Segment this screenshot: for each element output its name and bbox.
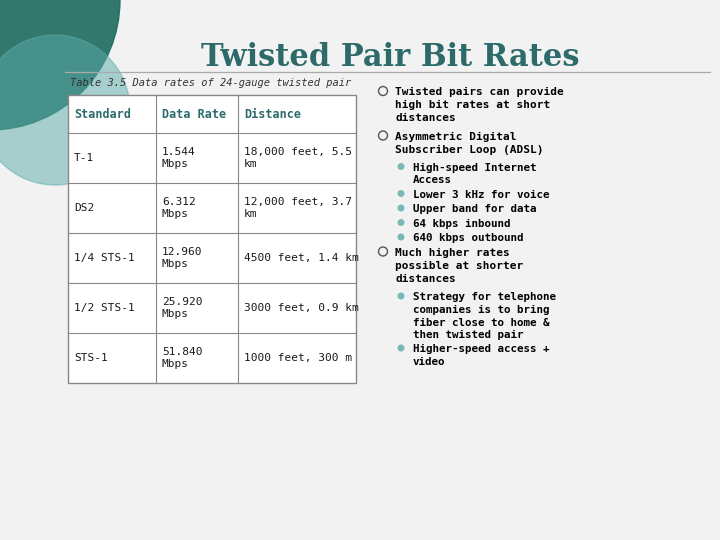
Circle shape [397,345,405,352]
Text: Distance: Distance [244,107,301,120]
Circle shape [397,190,405,197]
Text: Standard: Standard [74,107,131,120]
Text: Lower 3 kHz for voice: Lower 3 kHz for voice [413,190,549,199]
Text: High-speed Internet
Access: High-speed Internet Access [413,163,536,185]
Text: 1000 feet, 300 m: 1000 feet, 300 m [244,353,352,363]
Text: T-1: T-1 [74,153,94,163]
Circle shape [397,163,405,170]
Text: 12.960
Mbps: 12.960 Mbps [162,247,202,269]
Text: Strategy for telephone
companies is to bring
fiber close to home &
then twisted : Strategy for telephone companies is to b… [413,292,556,341]
Text: 1.544
Mbps: 1.544 Mbps [162,146,196,170]
Text: Upper band for data: Upper band for data [413,204,536,214]
Text: 4500 feet, 1.4 km: 4500 feet, 1.4 km [244,253,359,263]
Text: 12,000 feet, 3.7
km: 12,000 feet, 3.7 km [244,197,352,219]
Text: 6.312
Mbps: 6.312 Mbps [162,197,196,219]
Circle shape [397,219,405,226]
Text: STS-1: STS-1 [74,353,108,363]
Text: 18,000 feet, 5.5
km: 18,000 feet, 5.5 km [244,146,352,170]
Text: 1/2 STS-1: 1/2 STS-1 [74,303,135,313]
Circle shape [397,293,405,300]
Text: 3000 feet, 0.9 km: 3000 feet, 0.9 km [244,303,359,313]
Circle shape [397,233,405,240]
Text: Data Rate: Data Rate [162,107,226,120]
Circle shape [397,205,405,212]
Text: Much higher rates
possible at shorter
distances: Much higher rates possible at shorter di… [395,247,523,284]
Bar [68,95,356,383]
Circle shape [0,35,130,185]
Text: 1/4 STS-1: 1/4 STS-1 [74,253,135,263]
Text: 51.840
Mbps: 51.840 Mbps [162,347,202,369]
Circle shape [379,131,387,140]
Text: Twisted Pair Bit Rates: Twisted Pair Bit Rates [201,42,580,73]
Text: Table 3.5 Data rates of 24-gauge twisted pair: Table 3.5 Data rates of 24-gauge twisted… [70,78,351,88]
Circle shape [379,247,387,256]
Text: 64 kbps inbound: 64 kbps inbound [413,219,510,228]
Text: DS2: DS2 [74,203,94,213]
Text: 640 kbps outbound: 640 kbps outbound [413,233,523,243]
Text: Asymmetric Digital
Subscriber Loop (ADSL): Asymmetric Digital Subscriber Loop (ADSL… [395,132,544,154]
Circle shape [0,0,120,130]
Text: Twisted pairs can provide
high bit rates at short
distances: Twisted pairs can provide high bit rates… [395,87,564,123]
Circle shape [379,86,387,96]
Text: Higher-speed access +
video: Higher-speed access + video [413,344,549,367]
Text: 25.920
Mbps: 25.920 Mbps [162,296,202,319]
